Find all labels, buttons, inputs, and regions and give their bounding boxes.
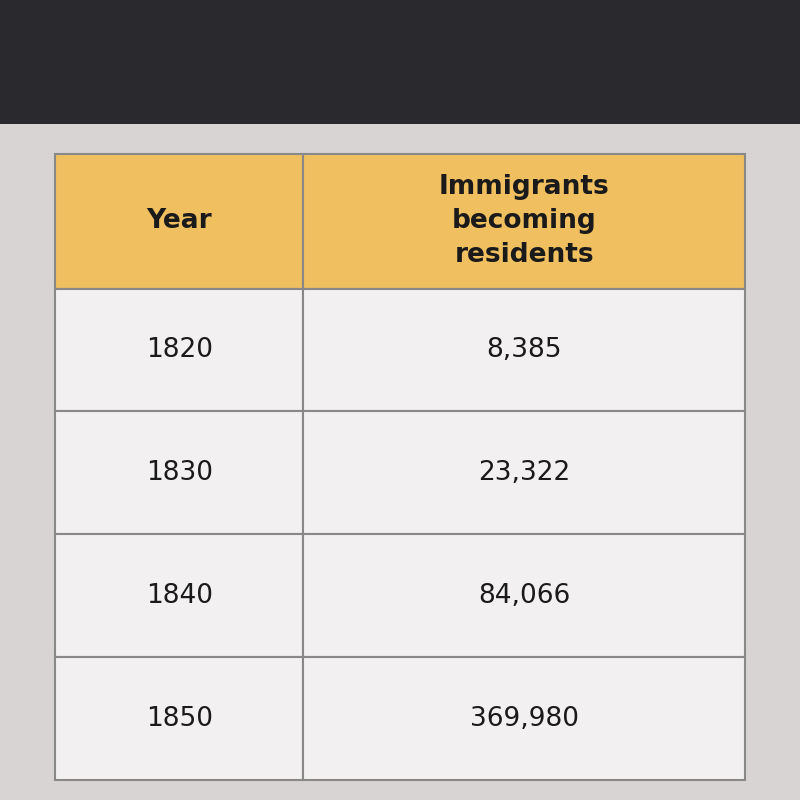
Text: 1850: 1850 <box>146 706 213 731</box>
Text: 1820: 1820 <box>146 337 213 363</box>
Text: 8,385: 8,385 <box>486 337 562 363</box>
Bar <box>55 534 303 657</box>
Text: 23,322: 23,322 <box>478 460 570 486</box>
Text: 1840: 1840 <box>146 582 213 609</box>
Text: Immigrants
becoming
residents: Immigrants becoming residents <box>439 174 610 268</box>
Bar <box>55 154 303 289</box>
Text: Year: Year <box>146 208 212 234</box>
Text: 84,066: 84,066 <box>478 582 570 609</box>
Bar <box>0 0 800 124</box>
Bar <box>303 154 745 289</box>
Text: 1830: 1830 <box>146 460 213 486</box>
Text: 369,980: 369,980 <box>470 706 578 731</box>
Bar <box>55 657 303 780</box>
Bar <box>303 657 745 780</box>
Bar <box>55 411 303 534</box>
Bar <box>303 289 745 411</box>
Bar <box>55 289 303 411</box>
Bar <box>303 411 745 534</box>
Bar <box>303 534 745 657</box>
